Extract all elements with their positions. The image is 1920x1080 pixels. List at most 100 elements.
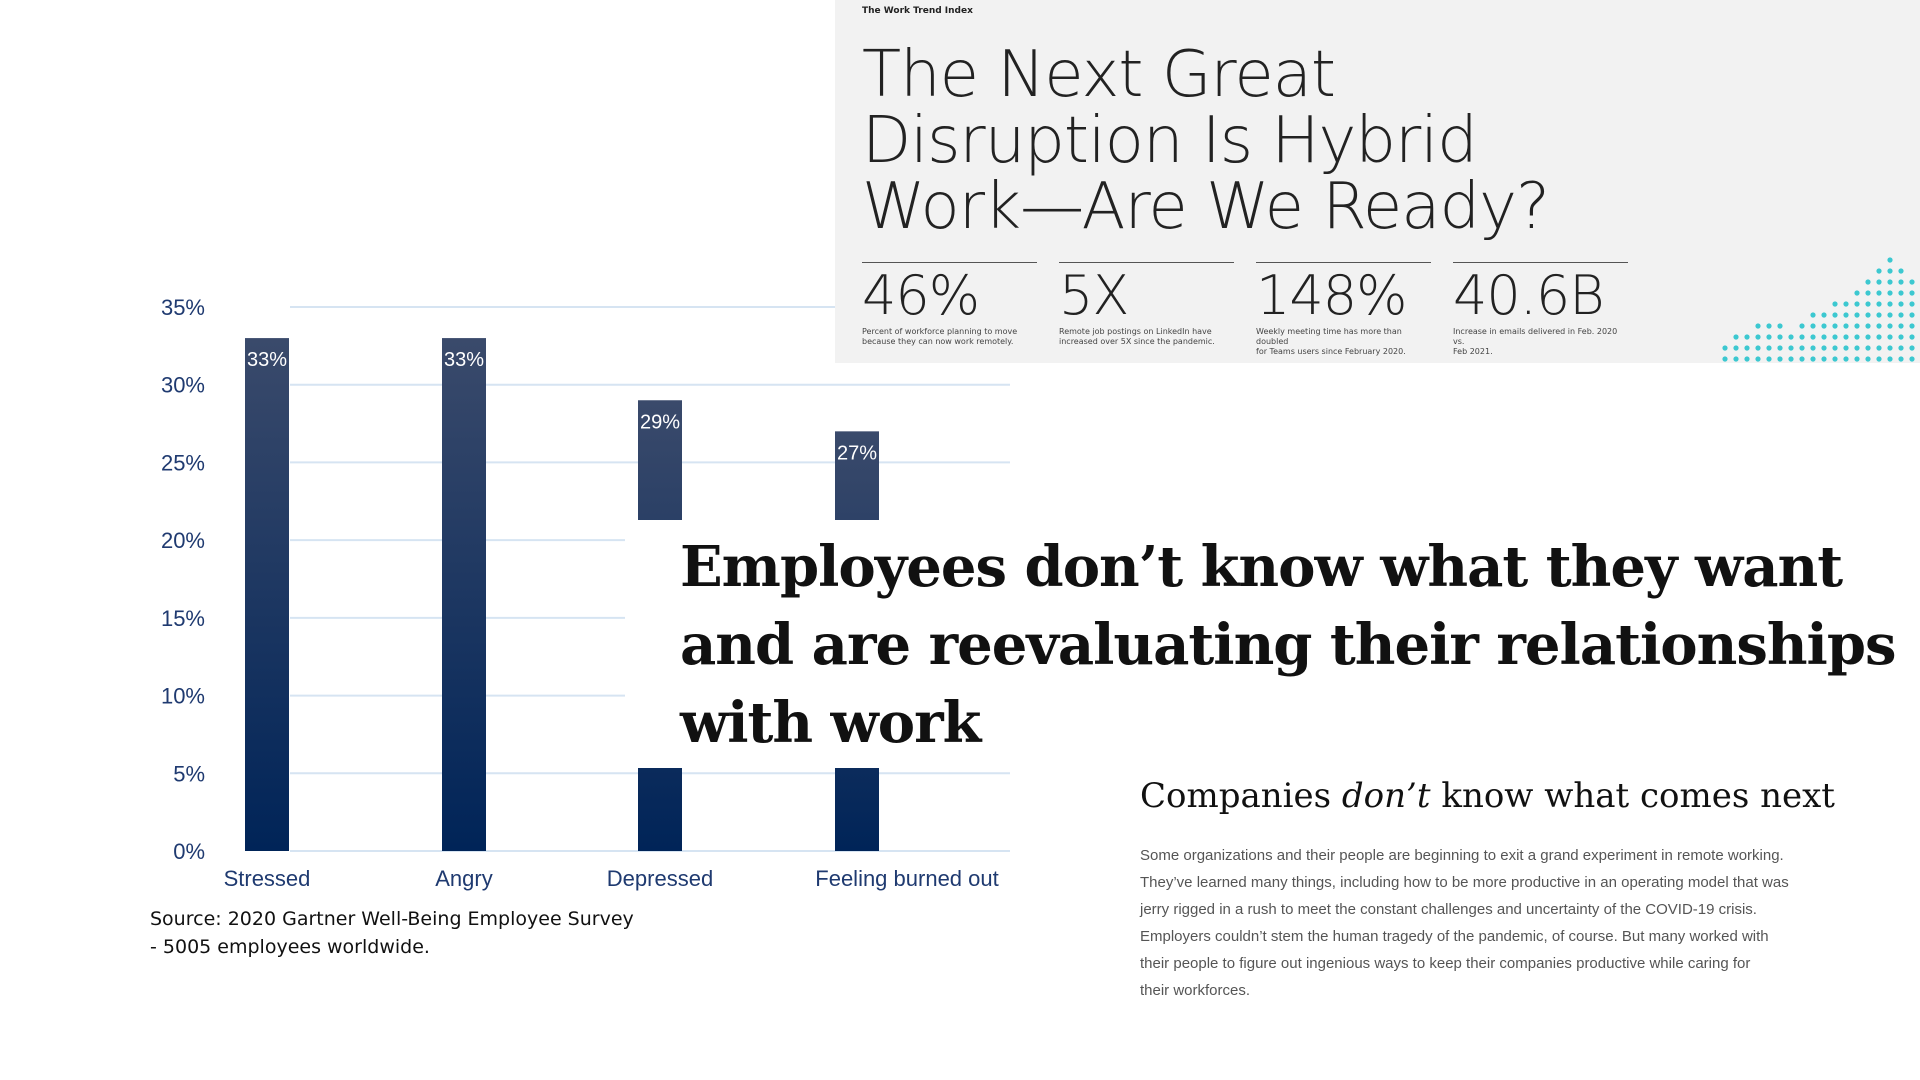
- category-label: Depressed: [607, 866, 713, 891]
- dot: [1810, 323, 1816, 329]
- dot: [1821, 345, 1827, 351]
- data-label: 33%: [247, 349, 287, 371]
- dot: [1788, 345, 1794, 351]
- stat-desc-line: Increase in emails delivered in Feb. 202…: [1453, 327, 1618, 346]
- dot: [1799, 356, 1805, 362]
- stat-value: 5X: [1059, 264, 1129, 327]
- dot: [1909, 301, 1915, 307]
- dot: [1843, 334, 1849, 340]
- stat-desc-line: Percent of workforce planning to move: [862, 327, 1018, 336]
- dot: [1777, 356, 1783, 362]
- headline-block: Employees don’t know what they want and …: [625, 520, 1915, 768]
- dot: [1898, 345, 1904, 351]
- dot: [1832, 301, 1838, 307]
- bar: [442, 338, 486, 852]
- category-label: Stressed: [224, 866, 311, 891]
- companies-title: Companies don’t know what comes next: [1140, 776, 1835, 816]
- headline-line: with work: [680, 690, 981, 756]
- stat-value: 148%: [1256, 264, 1407, 327]
- dot: [1733, 334, 1739, 340]
- dot: [1887, 323, 1893, 329]
- dot: [1909, 345, 1915, 351]
- dot: [1898, 356, 1904, 362]
- dot: [1909, 312, 1915, 318]
- dot: [1821, 334, 1827, 340]
- dot: [1909, 323, 1915, 329]
- body-line: They’ve learned many things, including h…: [1140, 874, 1789, 891]
- y-tick-label: 15%: [161, 606, 205, 631]
- dot: [1766, 356, 1772, 362]
- dot: [1887, 268, 1893, 274]
- panel-title-line: The Next Great: [862, 38, 1336, 112]
- dot: [1788, 334, 1794, 340]
- stat-workforce-moving: 46% Percent of workforce planning to mov…: [862, 262, 1037, 347]
- headline-line: and are reevaluating their relationships: [680, 612, 1897, 678]
- dot: [1810, 312, 1816, 318]
- body-line: Some organizations and their people are …: [1140, 847, 1784, 864]
- dot: [1887, 301, 1893, 307]
- y-tick-label: 0%: [173, 839, 205, 864]
- dot: [1909, 279, 1915, 285]
- dot: [1876, 268, 1882, 274]
- dot: [1865, 279, 1871, 285]
- dot: [1843, 312, 1849, 318]
- dot: [1821, 356, 1827, 362]
- dot: [1876, 323, 1882, 329]
- dot: [1766, 334, 1772, 340]
- dot: [1854, 356, 1860, 362]
- dot: [1854, 290, 1860, 296]
- dot: [1876, 301, 1882, 307]
- dot: [1898, 268, 1904, 274]
- dot: [1810, 334, 1816, 340]
- dot: [1876, 279, 1882, 285]
- dot: [1832, 345, 1838, 351]
- dot: [1854, 312, 1860, 318]
- dot: [1887, 356, 1893, 362]
- body-line: their workforces.: [1140, 982, 1251, 999]
- body-line: jerry rigged in a rush to meet the const…: [1140, 901, 1757, 918]
- companies-body: Some organizations and their people are …: [1140, 842, 1820, 1004]
- dot: [1898, 301, 1904, 307]
- stat-remote-postings: 5X Remote job postings on LinkedIn have …: [1059, 262, 1234, 347]
- dot: [1865, 334, 1871, 340]
- dot: [1832, 356, 1838, 362]
- dot: [1876, 356, 1882, 362]
- dot: [1843, 356, 1849, 362]
- dot: [1744, 334, 1750, 340]
- panel-title-line: Disruption Is Hybrid: [862, 104, 1478, 178]
- stat-emails: 40.6B Increase in emails delivered in Fe…: [1453, 262, 1628, 357]
- dot: [1843, 301, 1849, 307]
- companies-title-part: know what comes next: [1430, 776, 1835, 816]
- dot: [1854, 323, 1860, 329]
- dot: [1898, 334, 1904, 340]
- dot: [1876, 334, 1882, 340]
- dot: [1810, 345, 1816, 351]
- dot: [1733, 356, 1739, 362]
- dot: [1876, 312, 1882, 318]
- dot: [1799, 323, 1805, 329]
- body-line: their people to figure out ingenious way…: [1140, 955, 1751, 972]
- dot: [1821, 323, 1827, 329]
- trend-panel: The Work Trend Index The Next Great Disr…: [835, 0, 1920, 363]
- stat-desc-line: because they can now work remotely.: [862, 337, 1014, 346]
- headline-line: Employees don’t know what they want: [680, 534, 1843, 600]
- dot: [1843, 345, 1849, 351]
- y-tick-label: 35%: [161, 295, 205, 320]
- dot-pattern-icon: [1722, 257, 1915, 362]
- dot: [1876, 345, 1882, 351]
- dot: [1909, 334, 1915, 340]
- dot: [1887, 257, 1893, 263]
- stat-desc-line: Weekly meeting time has more than double…: [1256, 327, 1402, 346]
- dot: [1865, 356, 1871, 362]
- dot: [1887, 334, 1893, 340]
- dot: [1755, 345, 1761, 351]
- stat-desc-line: for Teams users since February 2020.: [1256, 347, 1406, 356]
- dot: [1898, 279, 1904, 285]
- dot: [1777, 345, 1783, 351]
- dot: [1722, 345, 1728, 351]
- dot: [1810, 356, 1816, 362]
- y-tick-label: 10%: [161, 684, 205, 709]
- companies-title-emphasis: don’t: [1341, 776, 1431, 816]
- data-label: 27%: [837, 442, 877, 464]
- dot: [1832, 334, 1838, 340]
